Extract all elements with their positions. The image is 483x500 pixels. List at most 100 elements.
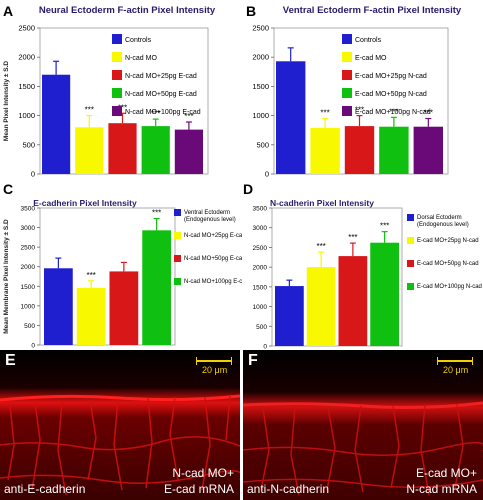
significance-a-2: *** (118, 103, 127, 112)
legend-label-a-1: N-cad MO (125, 55, 157, 62)
plot-frame-c (39, 207, 176, 346)
scale-bar-f-label: 20 μm (443, 365, 469, 375)
y-tick-label-b-2000: 2000 (252, 53, 269, 62)
legend-label-b-3: E-cad MO+50pg N-cad (355, 91, 427, 98)
legend-swatch-a-3 (112, 88, 122, 98)
panel-letter-a: A (3, 3, 13, 19)
y-tick-label-c-2000: 2000 (21, 264, 36, 271)
panel-letter-b: B (246, 3, 256, 19)
y-tick-label-c-1000: 1000 (21, 303, 36, 310)
micrograph-e: E 20 μm anti-E-cadherin N-cad MO+ E-cad … (0, 350, 240, 500)
significance-a-3: *** (151, 109, 160, 118)
y-tick-label-d-2000: 2000 (253, 265, 268, 272)
panel-letter-d: D (243, 181, 253, 197)
y-tick-label-d-3500: 3500 (253, 206, 268, 213)
scale-bar-e (196, 360, 232, 362)
legend-label-c-3: N-cad MO+100pg E-cad (184, 279, 242, 285)
y-tick-label-b-1500: 1500 (252, 82, 269, 91)
scale-bar-e-tick-left (196, 357, 197, 365)
legend-label-b-1: E-cad MO (355, 55, 387, 62)
y-tick-label-a-1000: 1000 (18, 111, 35, 120)
legend-label-c-2: N-cad MO+50pg E-cad (184, 256, 242, 262)
legend-swatch-b-0 (342, 34, 352, 44)
y-tick-label-d-3000: 3000 (253, 225, 268, 232)
scale-bar-f (437, 360, 473, 362)
legend-swatch-c-0 (174, 209, 181, 216)
micrograph-f-cells (243, 350, 483, 500)
legend-swatch-a-2 (112, 70, 122, 80)
chart-panel-a: A Neural Ectoderm F-actin Pixel Intensity… (3, 3, 216, 179)
bar-a-3 (141, 126, 170, 174)
y-tick-label-c-3500: 3500 (21, 206, 36, 213)
legend-swatch-c-2 (174, 255, 181, 262)
chart-title-a: Neural Ectoderm F-actin Pixel Intensity (39, 5, 216, 16)
legend-swatch-c-3 (174, 278, 181, 285)
bar-d-1 (306, 267, 336, 346)
micrograph-f-condition-line1: E-cad MO+ (415, 466, 477, 480)
legend-swatch-d-2 (407, 260, 414, 267)
bar-d-3 (370, 242, 399, 346)
legend-label-b-0: Controls (355, 37, 382, 44)
y-tick-label-c-2500: 2500 (21, 245, 36, 252)
legend-label-line2: (Endogenous level) (184, 217, 236, 223)
legend-swatch-d-1 (407, 237, 414, 244)
scale-bar-f-tick-left (437, 357, 438, 365)
bar-b-3 (379, 126, 409, 174)
bar-a-1 (75, 127, 104, 174)
bar-b-0 (276, 61, 306, 175)
legend-swatch-b-1 (342, 52, 352, 62)
micrograph-e-condition-line2: E-cad mRNA (163, 482, 234, 496)
y-tick-label-a-500: 500 (22, 140, 35, 149)
legend-swatch-b-3 (342, 88, 352, 98)
chart-panel-d: D N-cadherin Pixel Intensity 0 500 1000 1500 2… (243, 181, 482, 351)
y-tick-label-b-0: 0 (265, 170, 269, 179)
bar-a-2 (108, 123, 137, 174)
chart-title-d: N-cadherin Pixel Intensity (270, 198, 374, 208)
bar-d-0 (275, 286, 304, 346)
significance-b-4: *** (424, 109, 433, 118)
y-tick-label-b-1000: 1000 (252, 111, 269, 120)
plot-frame-d (271, 207, 403, 347)
chart-title-c: E-cadherin Pixel Intensity (33, 198, 137, 208)
significance-b-1: *** (320, 109, 329, 118)
legend-swatch-d-0 (407, 214, 414, 221)
micrograph-f-stain-label: anti-N-cadherin (247, 482, 330, 496)
significance-b-3: *** (389, 107, 398, 116)
y-tick-label-a-2500: 2500 (18, 24, 35, 33)
legend-label-d-2: E-cad MO+50pg N-cad (417, 261, 479, 267)
legend-label-b-2: E-cad MO+25pg N-cad (355, 73, 427, 80)
bar-c-1 (76, 287, 106, 345)
y-tick-label-d-1500: 1500 (253, 284, 268, 291)
y-tick-label-a-0: 0 (31, 170, 35, 179)
significance-c-1: *** (86, 271, 95, 280)
y-tick-label-d-0: 0 (263, 344, 267, 351)
bar-b-2 (344, 126, 375, 174)
legend-label-a-0: Controls (125, 37, 152, 44)
chart-title-b: Ventral Ectoderm F-actin Pixel Intensity (283, 5, 462, 16)
legend-swatch-c-1 (174, 232, 181, 239)
scale-bar-e-tick-right (231, 357, 232, 365)
y-tick-label-b-2500: 2500 (252, 24, 269, 33)
y-axis-label-c: Mean Membrane Pixel Intensity ± S.D (3, 219, 10, 334)
legend-label-line2: (Endogenous level) (417, 222, 469, 228)
legend-label-d-0: Dorsal Ectoderm (Endogenous level) (417, 215, 469, 228)
micrograph-e-letter: E (5, 352, 16, 369)
significance-a-1: *** (85, 106, 94, 115)
y-axis-label-a: Mean Pixel Intensity ± S.D (3, 61, 10, 141)
bar-b-1 (310, 127, 340, 174)
y-tick-label-d-1000: 1000 (253, 304, 268, 311)
micrograph-f-letter: F (248, 352, 258, 369)
legend-label-a-2: N-cad MO+25pg E-cad (125, 73, 197, 80)
significance-c-3: *** (152, 209, 161, 218)
micrograph-e-stain-label: anti-E-cadherin (4, 482, 86, 496)
significance-a-4: *** (184, 112, 193, 121)
legend-swatch-a-4 (112, 106, 122, 116)
scale-bar-f-tick-right (472, 357, 473, 365)
bar-d-2 (338, 256, 368, 346)
significance-b-2: *** (355, 106, 364, 115)
chart-panel-b: B Ventral Ectoderm F-actin Pixel Intensit… (246, 3, 462, 179)
micrograph-e-cells (0, 350, 240, 500)
bar-b-4 (413, 126, 443, 174)
legend-label-c-0: Ventral Ectoderm (Endogenous level) (184, 210, 236, 223)
y-tick-label-c-1500: 1500 (21, 284, 36, 291)
